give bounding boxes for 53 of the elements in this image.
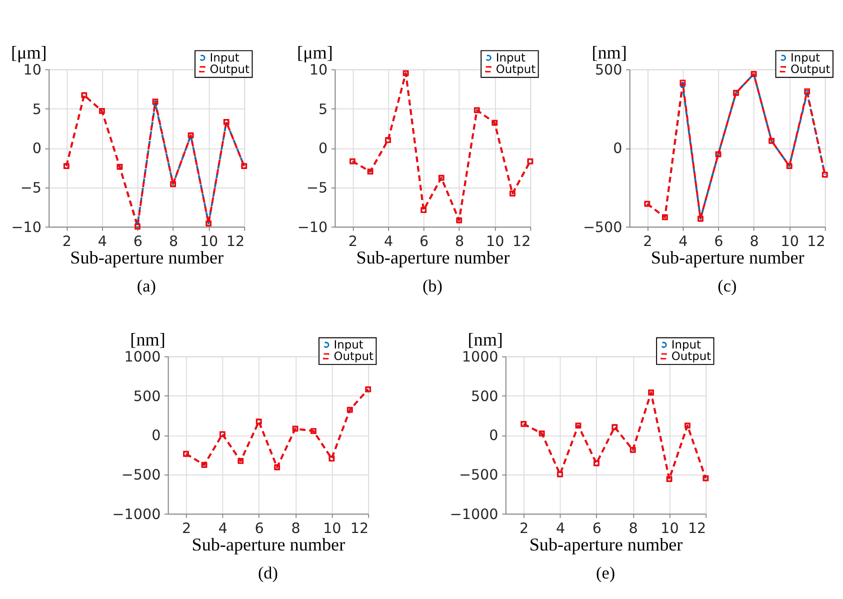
y-tick-label: −5 xyxy=(20,180,42,197)
y-axis-title: [nm] xyxy=(592,42,627,62)
y-tick-label: 1000 xyxy=(462,350,498,366)
text: (d) xyxy=(258,564,278,583)
legend-label: Input xyxy=(334,338,364,352)
y-tick-label: 10 xyxy=(23,62,42,79)
y-tick-label: 500 xyxy=(594,62,622,79)
y-tick-label: −5 xyxy=(306,180,328,197)
y-tick-label: −10 xyxy=(297,220,328,236)
y-tick-label: −500 xyxy=(458,468,498,484)
text: (c) xyxy=(718,276,737,296)
y-tick-label: 5 xyxy=(318,102,328,118)
y-tick-label: −10 xyxy=(11,220,42,236)
y-axis-title: [μm] xyxy=(297,42,333,62)
x-tick-label: 2 xyxy=(182,521,192,538)
x-tick-label: 2 xyxy=(520,521,529,538)
y-tick-label: 0 xyxy=(152,428,161,444)
y-tick-label: 10 xyxy=(309,62,328,79)
y-tick-label: 0 xyxy=(32,141,42,158)
y-tick-label: 500 xyxy=(133,388,161,405)
x-tick-label: 12 xyxy=(688,521,706,538)
x-tick-label: 2 xyxy=(643,234,652,250)
y-tick-label: −1000 xyxy=(112,506,161,523)
y-tick-label: 0 xyxy=(489,428,498,444)
y-tick-label: 1000 xyxy=(124,350,161,366)
legend-label: Output xyxy=(496,62,536,76)
x-tick-label: 2 xyxy=(62,234,72,250)
text: (a) xyxy=(136,276,156,296)
legend-label: Input xyxy=(210,50,240,65)
x-tick-label: 12 xyxy=(807,234,826,250)
y-axis-title: [μm] xyxy=(10,42,47,62)
y-tick-label: −500 xyxy=(582,220,622,236)
y-tick-label: 500 xyxy=(470,388,498,405)
legend-label: Input xyxy=(790,50,821,65)
y-axis-title: [nm] xyxy=(468,329,503,350)
legend-label: Input xyxy=(496,50,526,65)
legend-label: Output xyxy=(671,349,712,364)
text: (e) xyxy=(596,564,616,583)
legend-label: Output xyxy=(210,62,250,76)
x-tick-label: 12 xyxy=(512,234,531,250)
text: (b) xyxy=(422,276,442,296)
x-tick-label: 2 xyxy=(348,234,358,250)
y-tick-label: 0 xyxy=(318,141,328,158)
y-tick-label: 5 xyxy=(32,102,42,118)
legend-label: Output xyxy=(334,349,374,364)
legend-label: Input xyxy=(671,338,702,352)
x-tick-label: 12 xyxy=(226,234,245,250)
y-tick-label: −1000 xyxy=(450,506,498,523)
y-tick-label: 0 xyxy=(613,141,622,158)
y-tick-label: −500 xyxy=(121,468,161,484)
x-tick-label: 12 xyxy=(350,521,369,538)
y-axis-title: [nm] xyxy=(130,329,166,350)
legend-label: Output xyxy=(790,62,831,76)
